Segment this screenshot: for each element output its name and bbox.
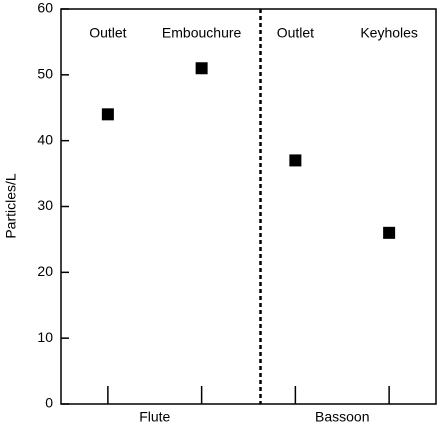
group-label: Flute [139,409,170,425]
category-label: Embouchure [162,25,242,41]
category-label: Keyholes [360,25,418,41]
y-tick-label: 40 [37,131,53,147]
y-tick-label: 50 [37,66,53,82]
marker [195,62,208,75]
y-tick-label: 60 [37,0,53,16]
plot-frame [60,8,437,405]
y-tick-label: 10 [37,329,53,345]
y-axis-title: Particles/L [3,173,19,239]
category-label: Outlet [89,25,126,41]
y-tick-label: 30 [37,197,53,213]
y-tick-label: 0 [45,395,53,411]
group-label: Bassoon [315,409,369,425]
marker [383,226,396,239]
marker [101,108,114,121]
y-tick-label: 20 [37,263,53,279]
category-label: Outlet [277,25,314,41]
marker [289,154,302,167]
